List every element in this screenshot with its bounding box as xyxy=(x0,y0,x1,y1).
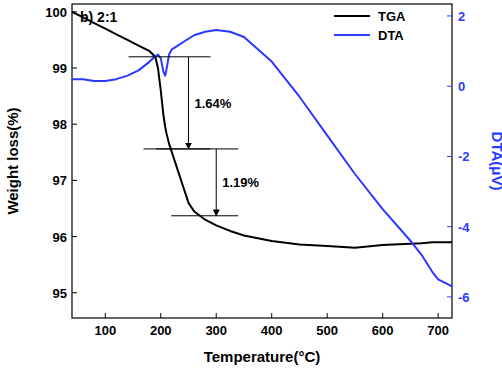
x-tick xyxy=(216,313,217,318)
y-tick-label: 98 xyxy=(53,117,67,132)
y-tick xyxy=(72,124,77,125)
y-axis-label: Weight loss(%) xyxy=(4,107,21,214)
y-tick xyxy=(72,68,77,69)
x-tick-label: 700 xyxy=(427,323,449,338)
y-tick-label: 96 xyxy=(53,230,67,245)
annotation-text: 1.19% xyxy=(222,175,259,190)
y2-tick-label: 2 xyxy=(458,9,465,24)
y2-tick xyxy=(447,86,452,87)
y-tick xyxy=(72,292,77,293)
y2-tick xyxy=(447,226,452,227)
chart: 100 200 300 400 500 600 700 95 96 97 98 99 100 -6 -4 -2… xyxy=(0,0,502,376)
series-line xyxy=(72,30,452,286)
chart-title: b) 2:1 xyxy=(80,9,118,25)
x-tick xyxy=(105,313,106,318)
y2-tick-label: -4 xyxy=(458,220,470,235)
y2-tick-label: -2 xyxy=(458,149,470,164)
y-tick-label: 95 xyxy=(53,286,67,301)
annotation-line xyxy=(156,148,238,149)
y-tick-label: 97 xyxy=(53,173,67,188)
series-group xyxy=(72,12,452,287)
y2-tick-label: -6 xyxy=(458,290,470,305)
x-tick-label: 100 xyxy=(94,323,116,338)
x-tick-label: 400 xyxy=(261,323,283,338)
x-tick xyxy=(160,313,161,318)
y-tick-label: 99 xyxy=(53,61,67,76)
x-tick-label: 200 xyxy=(150,323,172,338)
annotation-line xyxy=(171,215,238,216)
legend-label: DTA xyxy=(378,28,404,43)
y-tick xyxy=(72,180,77,181)
x-tick xyxy=(271,313,272,318)
x-tick-label: 600 xyxy=(372,323,394,338)
y2-axis-label: DTA(μV) xyxy=(489,132,502,191)
legend-swatch xyxy=(334,15,370,17)
legend-swatch xyxy=(334,34,370,36)
y2-tick-label: 0 xyxy=(458,79,465,94)
y-tick xyxy=(72,236,77,237)
annotation-arrow xyxy=(188,57,189,149)
y2-tick xyxy=(447,15,452,16)
x-axis-label: Temperature(°C) xyxy=(204,348,321,365)
y-tick-label: 100 xyxy=(45,5,67,20)
y2-tick xyxy=(447,296,452,297)
x-tick-label: 300 xyxy=(205,323,227,338)
annotation-line xyxy=(128,56,210,57)
annotation-text: 1.64% xyxy=(194,96,231,111)
annotation-arrow xyxy=(216,149,217,216)
plot-frame xyxy=(72,4,452,318)
legend-label: TGA xyxy=(378,9,406,24)
x-tick xyxy=(327,313,328,318)
y2-tick xyxy=(447,156,452,157)
x-tick xyxy=(382,313,383,318)
x-tick xyxy=(438,313,439,318)
series-line xyxy=(72,12,452,248)
x-tick-label: 500 xyxy=(316,323,338,338)
